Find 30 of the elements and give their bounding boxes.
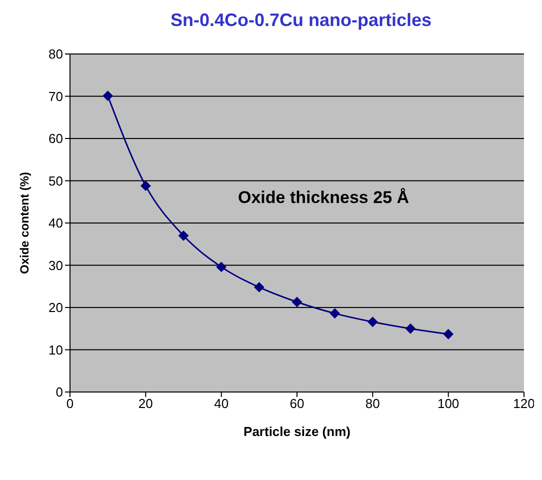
x-tick-label: 120 — [513, 396, 535, 412]
point — [102, 90, 113, 101]
point — [330, 308, 340, 318]
annotation: Oxide thickness 25 Å — [238, 188, 410, 208]
y-tick-label: 80 — [48, 46, 63, 62]
point — [140, 180, 151, 191]
x-tick-label: 80 — [365, 396, 380, 412]
point — [443, 329, 454, 340]
y-axis-title: Oxide content (%) — [17, 172, 32, 274]
x-tick-label: 100 — [437, 396, 460, 412]
y-tick-label: 40 — [48, 216, 63, 231]
point — [292, 297, 302, 308]
y-tick-label: 70 — [48, 88, 63, 104]
x-tick-label: 20 — [138, 396, 153, 412]
x-axis-title: Particle size (nm) — [244, 424, 350, 439]
x-tick-label: 60 — [290, 396, 304, 412]
y-tick-label: 0 — [56, 384, 63, 400]
y-tick-label: 10 — [48, 342, 63, 358]
point — [216, 262, 226, 272]
x-tick-label: 0 — [66, 396, 74, 412]
point — [254, 282, 264, 292]
y-tick-label: 60 — [48, 131, 63, 146]
point — [368, 316, 378, 327]
point — [178, 230, 188, 241]
chart-title: Sn-0.4Co-0.7Cu nano-particles — [169, 10, 433, 31]
y-tick-label: 30 — [48, 258, 63, 273]
x-tick-label: 40 — [214, 396, 229, 412]
point — [406, 324, 416, 334]
y-tick-label: 20 — [48, 300, 63, 316]
y-tick-label: 50 — [48, 173, 63, 188]
